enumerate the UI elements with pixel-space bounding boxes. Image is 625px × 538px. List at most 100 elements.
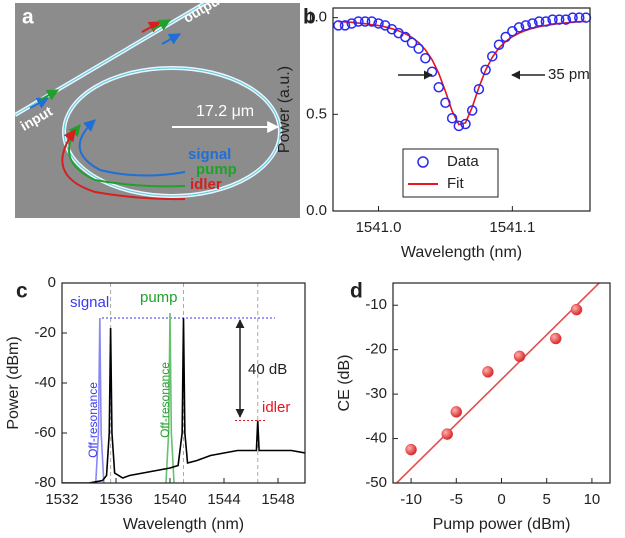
data-point: [487, 51, 498, 62]
data-line: [396, 283, 600, 483]
y-tick-label: -80: [34, 474, 56, 491]
annotation: Off-resonance: [86, 382, 100, 458]
data-point: [346, 18, 357, 29]
x-tick-label: -10: [400, 491, 422, 508]
arrow: [29, 97, 50, 109]
panel-letter: a: [22, 6, 34, 29]
legend-label: Data: [447, 153, 479, 170]
annotation: idler: [262, 399, 290, 416]
data-point: [574, 12, 585, 23]
data-point: [482, 366, 494, 378]
data-line: [62, 317, 305, 483]
idler-path: [61, 129, 186, 201]
data-point: [420, 53, 431, 64]
radius-label: 17.2 μm: [196, 103, 254, 120]
annotation: 35 pm: [548, 66, 590, 83]
beam-label: pump: [196, 161, 237, 178]
y-tick-label: 1.0: [306, 9, 327, 26]
y-tick-label: -50: [365, 474, 387, 491]
beam-label: idler: [190, 176, 222, 193]
data-line: [165, 312, 175, 483]
x-tick-label: 1548: [261, 491, 294, 508]
pump-path: [68, 124, 186, 188]
data-point: [441, 428, 453, 440]
beam-label: signal: [188, 146, 231, 163]
data-point: [550, 332, 562, 345]
data-point: [353, 16, 364, 27]
axes-frame: [392, 282, 611, 484]
y-axis-title: Power (dBm): [5, 336, 22, 429]
data-point: [446, 112, 458, 124]
arrow: [141, 21, 162, 33]
x-tick-label: 1536: [99, 491, 132, 508]
y-axis-title: CE (dB): [336, 355, 353, 412]
y-axis-title: Power (a.u.): [276, 66, 293, 153]
arrow: [39, 89, 60, 101]
data-point: [553, 14, 565, 25]
axes-frame: [332, 7, 591, 212]
annotation: pump: [140, 289, 178, 306]
legend-label: Fit: [447, 175, 464, 192]
data-point: [540, 16, 552, 27]
y-tick-label: -30: [365, 385, 387, 402]
x-axis-title: Wavelength (nm): [401, 244, 522, 261]
signal-path: [78, 119, 186, 177]
data-point: [453, 120, 465, 132]
data-point: [513, 350, 526, 363]
data-point: [433, 82, 444, 93]
data-point: [359, 16, 371, 27]
y-tick-label: -10: [365, 296, 387, 313]
x-tick-label: 1540: [153, 491, 186, 508]
annotation: 40 dB: [248, 361, 287, 378]
data-line: [94, 317, 105, 483]
x-tick-label: -5: [450, 491, 463, 508]
legend-symbol: [417, 156, 429, 168]
x-tick-label: 1544: [207, 491, 240, 508]
data-point: [460, 118, 471, 130]
data-point: [413, 43, 424, 54]
y-tick-label: -40: [34, 374, 56, 391]
plot-area: [62, 283, 305, 483]
axes-frame: [61, 282, 306, 484]
arrow: [161, 33, 182, 45]
data-point: [339, 20, 351, 31]
plot-area: [396, 283, 600, 483]
x-tick-label: 10: [584, 491, 601, 508]
data-point: [473, 83, 485, 95]
y-tick-label: -60: [34, 424, 56, 441]
x-tick-label: 0: [497, 491, 505, 508]
y-tick-label: 0: [48, 274, 56, 291]
data-point: [405, 443, 417, 456]
panel-letter: c: [16, 280, 28, 303]
data-point: [570, 303, 583, 316]
data-point: [560, 14, 572, 25]
data-point: [513, 22, 525, 33]
data-point: [406, 37, 418, 49]
x-axis-title: Pump power (dBm): [433, 516, 571, 533]
y-tick-label: 0.0: [306, 202, 327, 219]
x-tick-label: 5: [543, 491, 551, 508]
data-point: [466, 105, 478, 116]
data-point: [520, 20, 531, 31]
y-tick-label: -40: [365, 430, 387, 447]
y-tick-label: -20: [34, 324, 56, 341]
x-tick-label: 1541.0: [356, 219, 402, 236]
panel-letter: d: [350, 280, 363, 303]
data-point: [450, 406, 463, 418]
data-point: [480, 64, 491, 76]
data-point: [440, 97, 451, 108]
data-point: [366, 16, 378, 27]
data-point: [547, 14, 558, 25]
panel-a: a output input 17.2 μm: [13, 0, 300, 218]
annotation: Off-resonance: [158, 362, 172, 438]
data-point: [400, 31, 411, 43]
x-axis-title: Wavelength (nm): [123, 516, 244, 533]
data-point: [333, 20, 344, 31]
panel-letter: b: [303, 6, 316, 29]
legend-box: [402, 148, 499, 198]
annotation: signal: [70, 294, 109, 311]
data-point: [567, 12, 578, 23]
y-tick-label: 0.5: [306, 105, 327, 122]
x-tick-label: 1541.1: [489, 219, 535, 236]
